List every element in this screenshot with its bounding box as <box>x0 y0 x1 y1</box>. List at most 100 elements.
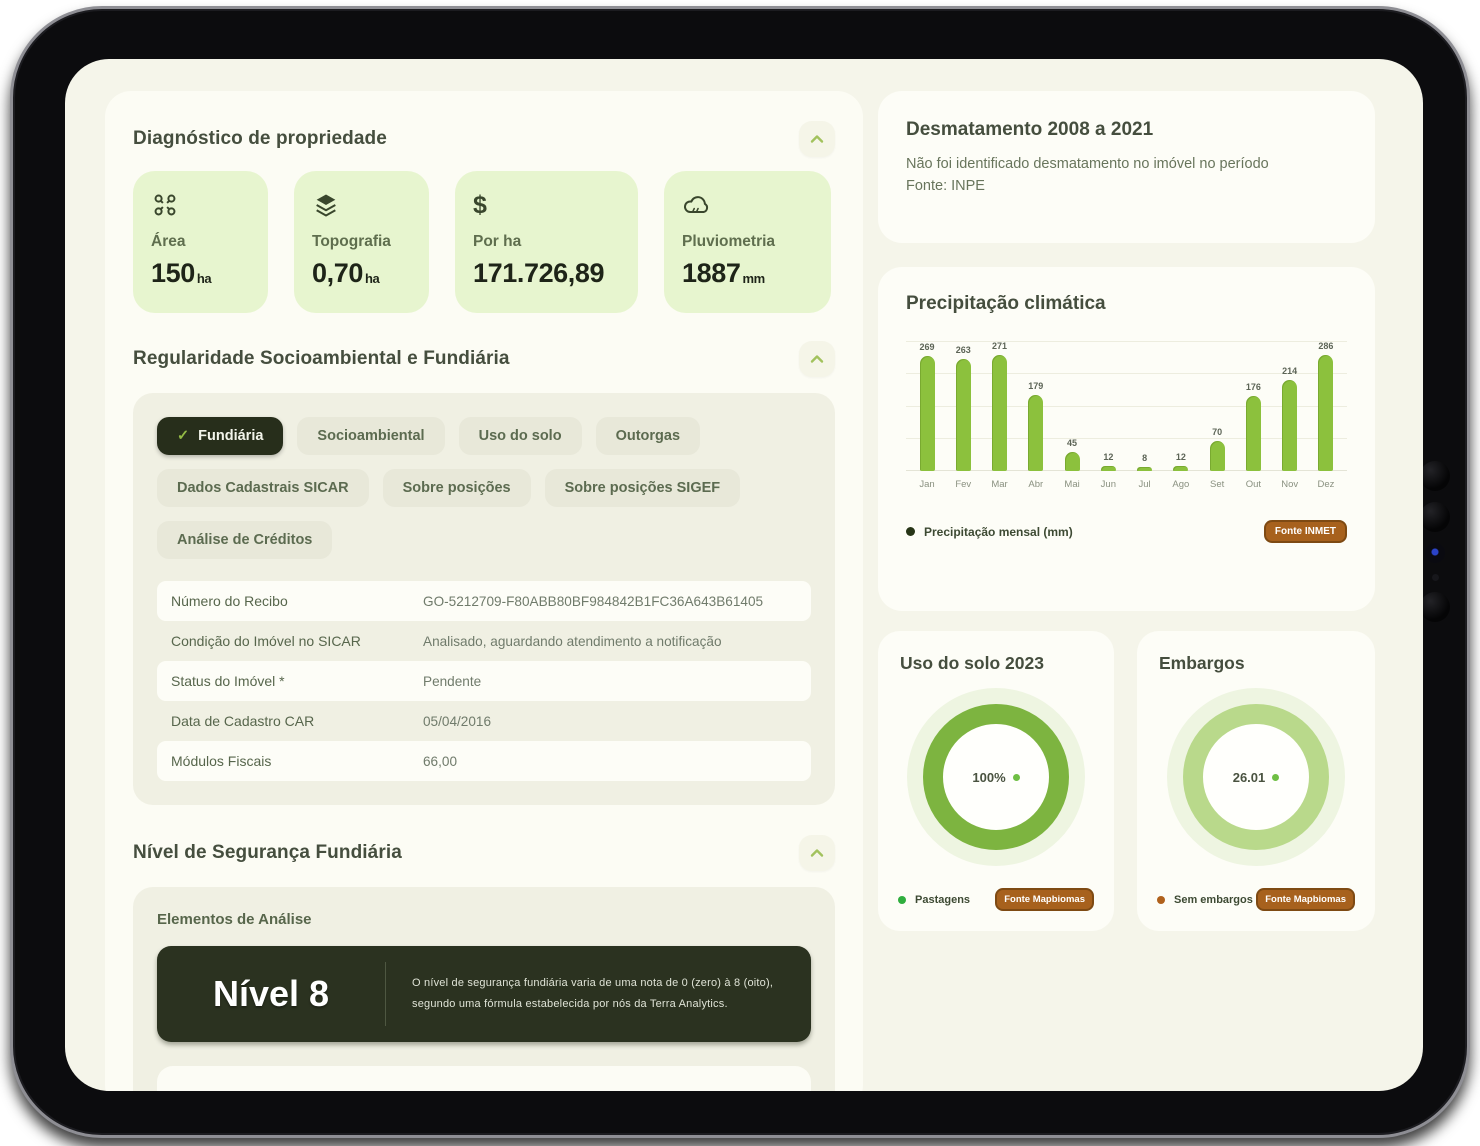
bar <box>1100 466 1116 471</box>
center-dot-icon <box>1272 773 1280 781</box>
legend-label: Sem embargos <box>1174 893 1253 906</box>
bar-column: 271 <box>983 341 1017 471</box>
bar-column: 12 <box>1164 341 1198 471</box>
month-label: Mar <box>991 479 1008 490</box>
table-row: Condição do Imóvel no SICAR Analisado, ag… <box>157 621 811 661</box>
month-label: Fev <box>955 479 972 490</box>
filter-chip[interactable]: Análise de Créditos <box>157 521 333 559</box>
chip-label: Socioambiental <box>317 428 425 444</box>
card-title: Desmatamento 2008 a 2021 <box>906 119 1154 140</box>
desmatamento-card: Desmatamento 2008 a 2021 Não foi identif… <box>878 91 1375 243</box>
bar <box>955 359 971 471</box>
bar <box>919 356 935 471</box>
bar-column: 70 <box>1200 341 1234 471</box>
bar-column: 269 <box>910 341 944 471</box>
chip-label: Outorgas <box>615 428 681 444</box>
chart-legend-row: Precipitação mensal (mm) Fonte INMET <box>906 520 1347 543</box>
center-dot-icon <box>1012 773 1020 781</box>
donut-halo: 100% <box>907 688 1085 866</box>
bar <box>1209 441 1225 471</box>
camera-icon <box>1420 461 1450 491</box>
table-row: Módulos Fiscais 66,00 <box>157 741 811 781</box>
field-value: Pendente <box>423 673 482 689</box>
source-badge: Fonte INMET <box>1263 520 1347 543</box>
stat-card-pluviometria: Pluviometria 1887 mm <box>664 171 831 313</box>
month-label: Jul <box>1138 479 1151 490</box>
uso-solo-card: Uso do solo 2023 100% Pastagens Fonte <box>878 631 1114 931</box>
bars-area: 269 263 271 179 45 12 8 12 70 176 214 286 <box>906 341 1347 471</box>
camera-cluster <box>1419 461 1451 622</box>
regularidade-box: ✓ Fundiária Socioambiental Uso do solo Outor… <box>133 393 835 805</box>
field-label: Condição do Imóvel no SICAR <box>171 633 361 649</box>
filter-chip[interactable]: Dados Cadastrais SICAR <box>157 469 369 507</box>
section-header-nivel: Nível de Segurança Fundiária <box>133 833 835 873</box>
camera-icon <box>1420 592 1450 622</box>
collapse-button[interactable] <box>799 835 835 871</box>
camera-mic-icon <box>1431 574 1439 581</box>
chevron-up-icon <box>810 849 824 857</box>
month-label: Dez <box>1317 479 1335 490</box>
section-header-regularidade: Regularidade Socioambiental e Fundiária <box>133 339 835 379</box>
stat-unit: mm <box>742 271 765 286</box>
area-icon <box>151 191 250 221</box>
chip-label: Análise de Créditos <box>177 532 313 548</box>
precipitacao-card: Precipitação climática 269 263 271 179 45 12 8… <box>878 267 1375 611</box>
chart-legend-row: Sem embargos Fonte Mapbiomas <box>1157 888 1355 911</box>
stat-card-por-ha: $ Por ha 171.726,89 <box>455 171 638 313</box>
bar-value-label: 271 <box>992 341 1008 351</box>
stat-value: 171.726,89 <box>473 258 605 288</box>
bar-value-label: 176 <box>1245 382 1261 392</box>
month-label: Abr <box>1028 479 1044 490</box>
field-value: Analisado, aguardando atendimento a noti… <box>423 633 722 649</box>
month-label: Out <box>1245 479 1262 490</box>
donut-center-value: 100% <box>972 769 1006 785</box>
embargos-donut: 26.01 <box>1159 688 1353 866</box>
bar-value-label: 263 <box>955 345 971 355</box>
collapse-button[interactable] <box>799 341 835 377</box>
divider <box>385 962 386 1026</box>
stat-value: 1887 mm <box>682 258 765 288</box>
filter-chip[interactable]: Sobre posições <box>382 469 531 507</box>
stat-unit: ha <box>364 271 380 286</box>
filter-chip[interactable]: Outorgas <box>595 417 701 455</box>
analysis-card-stub <box>157 1066 811 1091</box>
dollar-icon: $ <box>473 191 487 219</box>
chart-legend-row: Pastagens Fonte Mapbiomas <box>898 888 1094 911</box>
field-value: 05/04/2016 <box>423 713 492 729</box>
filter-chip[interactable]: Uso do solo <box>458 417 582 455</box>
chip-label: Fundiária <box>198 428 264 444</box>
month-label: Set <box>1209 479 1225 490</box>
legend-item: Pastagens <box>898 894 970 906</box>
filter-chip[interactable]: ✓ Fundiária <box>157 417 284 455</box>
fields-table: Número do Recibo GO-5212709-F80ABB80BF984… <box>157 581 811 781</box>
source-badge: Fonte Mapbiomas <box>1256 888 1355 911</box>
stat-cards: Área 150 ha Topografia <box>133 171 835 313</box>
field-value: GO-5212709-F80ABB80BF984842B1FC36A643B61… <box>423 593 764 609</box>
collapse-button[interactable] <box>799 121 835 157</box>
stat-value: 0,70 ha <box>312 258 380 288</box>
level-card: Nível 8 O nível de segurança fundiária v… <box>157 946 811 1042</box>
bar-value-label: 214 <box>1282 366 1298 376</box>
bar-value-label: 286 <box>1318 341 1334 351</box>
bar-column: 263 <box>946 341 980 471</box>
section-title: Diagnóstico de propriedade <box>133 128 387 149</box>
chip-label: Sobre posições SIGEF <box>564 480 721 496</box>
source-badge: Fonte Mapbiomas <box>995 888 1094 911</box>
level-label: Nível 8 <box>212 973 330 1014</box>
filter-chip[interactable]: Sobre posições SIGEF <box>544 469 741 507</box>
uso-solo-donut: 100% <box>900 688 1092 866</box>
filter-chip[interactable]: Socioambiental <box>297 417 445 455</box>
bar-column: 12 <box>1091 341 1125 471</box>
app-screen: Diagnóstico de propriedade <box>65 59 1423 1091</box>
legend-label: Pastagens <box>915 893 971 906</box>
bar-column: 286 <box>1309 341 1343 471</box>
chevron-up-icon <box>810 135 824 143</box>
bar-column: 8 <box>1128 341 1162 471</box>
chip-label: Uso do solo <box>478 428 562 444</box>
legend-dot-icon <box>898 895 906 904</box>
bar-chart-bars: 269 263 271 179 45 12 8 12 70 176 214 286 <box>910 341 1343 471</box>
chip-label: Sobre posições <box>402 480 511 496</box>
field-value: 66,00 <box>423 753 458 769</box>
month-label: Jun <box>1100 479 1116 490</box>
bar-value-label: 12 <box>1103 452 1114 462</box>
